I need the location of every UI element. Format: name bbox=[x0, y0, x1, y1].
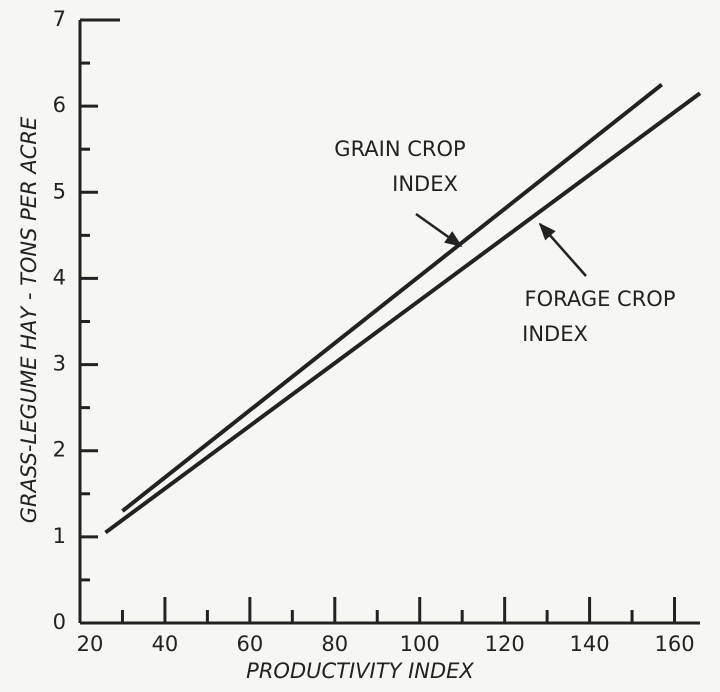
y-tick-label: 3 bbox=[53, 352, 66, 376]
y-tick-label: 2 bbox=[53, 438, 66, 462]
x-tick-label: 140 bbox=[570, 632, 610, 656]
x-tick-label: 60 bbox=[236, 632, 263, 656]
y-tick-label: 7 bbox=[53, 7, 66, 31]
annotation-arrow bbox=[415, 212, 463, 248]
annotation: FORAGE CROP bbox=[524, 287, 675, 311]
y-tick-label: 1 bbox=[53, 524, 66, 548]
x-tick-label: 100 bbox=[400, 632, 440, 656]
x-tick-label: 160 bbox=[654, 632, 694, 656]
y-tick-label: 6 bbox=[53, 93, 66, 117]
x-tick-label: 80 bbox=[321, 632, 348, 656]
annotation-arrow bbox=[538, 222, 587, 277]
y-tick-label: 0 bbox=[53, 610, 66, 634]
y-tick-label: 4 bbox=[53, 265, 66, 289]
data-line bbox=[104, 91, 702, 535]
x-axis-label: PRODUCTIVITY INDEX bbox=[246, 659, 474, 683]
x-tick-label: 40 bbox=[152, 632, 179, 656]
annotation: INDEX bbox=[392, 172, 458, 196]
data-line bbox=[121, 83, 664, 513]
annotation: GRAIN CROP bbox=[334, 137, 465, 161]
x-tick-label: 20 bbox=[77, 632, 104, 656]
y-axis-label: GRASS-LEGUME HAY - TONS PER ACRE bbox=[17, 116, 41, 523]
annotation: INDEX bbox=[522, 322, 588, 346]
x-tick-label: 120 bbox=[485, 632, 525, 656]
y-tick-label: 5 bbox=[53, 179, 66, 203]
